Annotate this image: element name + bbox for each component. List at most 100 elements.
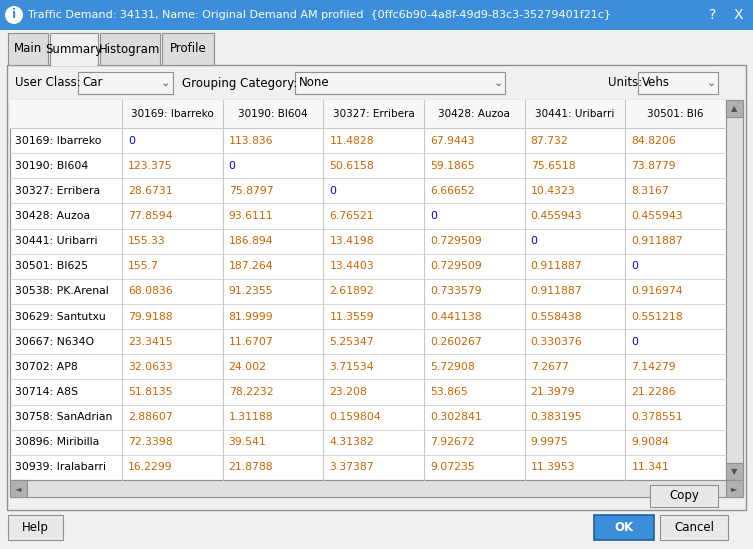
Text: 30441: Uribarri: 30441: Uribarri (15, 236, 97, 246)
Text: 30190: BI604: 30190: BI604 (238, 109, 308, 119)
Text: 2.61892: 2.61892 (329, 287, 374, 296)
Text: 30939: Iralabarri: 30939: Iralabarri (15, 462, 106, 473)
Text: 7.92672: 7.92672 (430, 438, 474, 447)
Text: 4.31382: 4.31382 (329, 438, 374, 447)
Bar (726, 100, 743, 117)
Text: 91.2355: 91.2355 (229, 287, 273, 296)
Bar (10, 480, 27, 497)
Text: 6.66652: 6.66652 (430, 186, 474, 196)
Bar (594, 515, 654, 540)
Text: 0.916974: 0.916974 (631, 287, 683, 296)
Bar (0, 30, 753, 65)
Text: Grouping Category:: Grouping Category: (182, 76, 297, 89)
Text: 0: 0 (430, 211, 437, 221)
Bar (10, 100, 726, 480)
Text: 68.0836: 68.0836 (128, 287, 172, 296)
Text: 3.37387: 3.37387 (329, 462, 374, 473)
Text: 30629: Santutxu: 30629: Santutxu (15, 312, 105, 322)
Text: 0.911887: 0.911887 (531, 287, 582, 296)
Bar (8, 33, 48, 65)
Text: 7.2677: 7.2677 (531, 362, 569, 372)
Bar (50, 33, 98, 65)
Bar (660, 515, 728, 540)
Text: 79.9188: 79.9188 (128, 312, 172, 322)
Text: 30702: AP8: 30702: AP8 (15, 362, 78, 372)
Bar (51, 64, 97, 66)
Text: 155.7: 155.7 (128, 261, 159, 271)
Text: 0.455943: 0.455943 (631, 211, 683, 221)
Text: 21.3979: 21.3979 (531, 387, 575, 397)
Text: 11.341: 11.341 (631, 462, 669, 473)
Text: 51.8135: 51.8135 (128, 387, 172, 397)
Text: 30758: SanAdrian: 30758: SanAdrian (15, 412, 112, 422)
Text: 7.14279: 7.14279 (631, 362, 676, 372)
Bar (100, 33, 160, 65)
Text: 16.2299: 16.2299 (128, 462, 172, 473)
Text: 30501: BI6: 30501: BI6 (648, 109, 704, 119)
Text: 0.441138: 0.441138 (430, 312, 482, 322)
Text: 0: 0 (128, 136, 135, 145)
Text: 9.07235: 9.07235 (430, 462, 474, 473)
Text: Car: Car (82, 76, 102, 89)
Text: 81.9999: 81.9999 (229, 312, 273, 322)
Text: ▲: ▲ (731, 104, 738, 113)
Text: 28.6731: 28.6731 (128, 186, 172, 196)
Text: 24.002: 24.002 (229, 362, 267, 372)
Text: 0.558438: 0.558438 (531, 312, 582, 322)
Text: 0.911887: 0.911887 (631, 236, 683, 246)
Text: X: X (733, 8, 742, 22)
Text: 77.8594: 77.8594 (128, 211, 172, 221)
Text: 73.8779: 73.8779 (631, 161, 676, 171)
Text: OK: OK (614, 521, 633, 534)
Text: ?: ? (709, 8, 717, 22)
Text: Units:: Units: (608, 76, 642, 89)
Text: 30667: N634O: 30667: N634O (15, 337, 94, 347)
Text: 30441: Uribarri: 30441: Uribarri (535, 109, 614, 119)
Bar (726, 463, 743, 480)
Text: 0.551218: 0.551218 (631, 312, 683, 322)
Text: 78.2232: 78.2232 (229, 387, 273, 397)
Text: ►: ► (731, 484, 738, 493)
Text: ⌄: ⌄ (493, 78, 503, 88)
Text: 0.911887: 0.911887 (531, 261, 582, 271)
Text: 67.9443: 67.9443 (430, 136, 474, 145)
Text: 0.260267: 0.260267 (430, 337, 482, 347)
Text: 1.31188: 1.31188 (229, 412, 273, 422)
Text: 30169: Ibarreko: 30169: Ibarreko (15, 136, 102, 145)
Text: 155.33: 155.33 (128, 236, 166, 246)
Circle shape (5, 6, 23, 24)
Bar (78, 72, 173, 94)
Text: ▼: ▼ (731, 467, 738, 476)
Text: 0.383195: 0.383195 (531, 412, 582, 422)
Text: 0.729509: 0.729509 (430, 261, 482, 271)
Text: 0.733579: 0.733579 (430, 287, 482, 296)
Text: 59.1865: 59.1865 (430, 161, 474, 171)
Bar (0, 0, 753, 30)
Text: Copy: Copy (669, 490, 699, 502)
Bar (650, 485, 718, 507)
Text: 5.25347: 5.25347 (329, 337, 374, 347)
Text: 30327: Erribera: 30327: Erribera (333, 109, 415, 119)
Text: 93.6111: 93.6111 (229, 211, 273, 221)
Text: Traffic Demand: 34131, Name: Original Demand AM profiled  {0ffc6b90-4a8f-49d9-83: Traffic Demand: 34131, Name: Original De… (28, 10, 611, 20)
Text: Cancel: Cancel (674, 521, 714, 534)
Text: 23.208: 23.208 (329, 387, 367, 397)
Text: 30327: Erribera: 30327: Erribera (15, 186, 100, 196)
Text: 0: 0 (631, 261, 639, 271)
Text: Help: Help (22, 521, 48, 534)
Text: 30714: A8S: 30714: A8S (15, 387, 78, 397)
Text: 30896: Miribilla: 30896: Miribilla (15, 438, 99, 447)
Text: 11.4828: 11.4828 (329, 136, 374, 145)
Text: ⌄: ⌄ (160, 78, 169, 88)
Text: 9.9975: 9.9975 (531, 438, 569, 447)
Text: Profile: Profile (169, 42, 206, 55)
Text: 113.836: 113.836 (229, 136, 273, 145)
Text: 84.8206: 84.8206 (631, 136, 676, 145)
Text: 3.71534: 3.71534 (329, 362, 374, 372)
Text: 39.541: 39.541 (229, 438, 267, 447)
Text: Summary: Summary (45, 42, 102, 55)
Text: 75.6518: 75.6518 (531, 161, 575, 171)
Text: 30538: PK.Arenal: 30538: PK.Arenal (15, 287, 108, 296)
Text: 186.894: 186.894 (229, 236, 273, 246)
Text: 0: 0 (329, 186, 337, 196)
